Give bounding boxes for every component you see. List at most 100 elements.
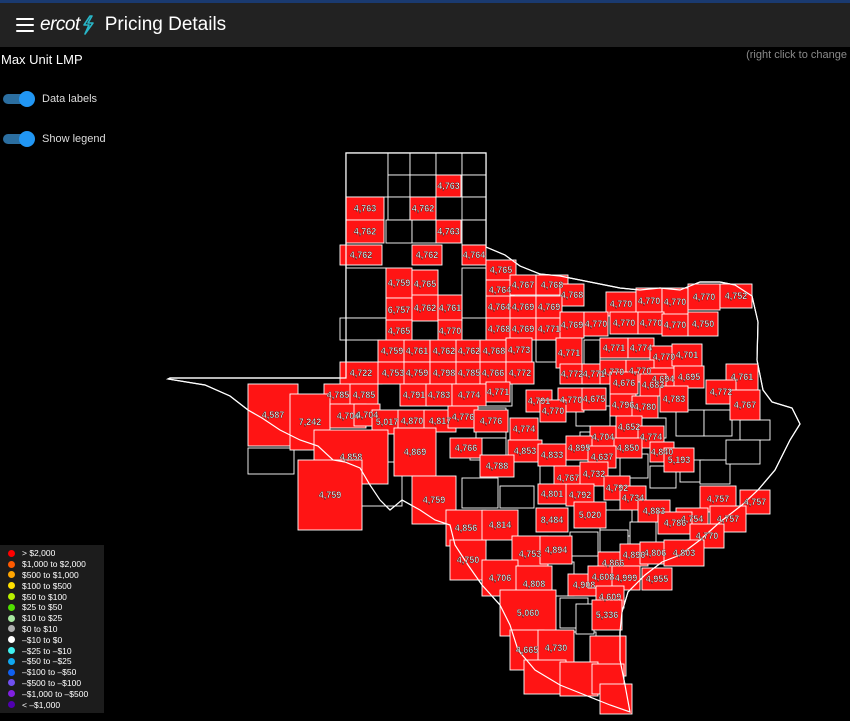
county-unpriced[interactable]: [411, 219, 437, 244]
county-price-label: 4,785: [353, 390, 376, 400]
county-unpriced[interactable]: [339, 317, 387, 341]
county-priced[interactable]: [437, 294, 463, 322]
county-unpriced[interactable]: [629, 521, 657, 545]
county-unpriced[interactable]: [569, 531, 599, 557]
county-priced[interactable]: [473, 409, 509, 433]
county-priced[interactable]: [641, 567, 673, 591]
county-priced[interactable]: [687, 311, 719, 337]
county-priced[interactable]: [659, 385, 689, 413]
county-priced[interactable]: [461, 244, 487, 266]
county-unpriced[interactable]: [461, 152, 487, 176]
county-priced[interactable]: [555, 337, 583, 369]
county-unpriced[interactable]: [385, 219, 413, 244]
county-priced[interactable]: [729, 389, 761, 421]
county-priced[interactable]: [523, 659, 567, 695]
county-unpriced[interactable]: [409, 174, 437, 198]
county-priced[interactable]: [411, 244, 443, 266]
county-priced[interactable]: [479, 454, 515, 478]
county-priced[interactable]: [449, 437, 483, 459]
county-unpriced[interactable]: [583, 339, 601, 365]
county-unpriced[interactable]: [535, 339, 557, 363]
county-priced[interactable]: [435, 219, 462, 244]
county-priced[interactable]: [481, 509, 519, 541]
logo-text: ercot: [40, 14, 80, 35]
county-priced[interactable]: [591, 599, 623, 631]
county-priced[interactable]: [339, 244, 383, 266]
county-priced[interactable]: [499, 589, 557, 637]
county-unpriced[interactable]: [725, 439, 761, 465]
data-labels-toggle[interactable]: [3, 91, 35, 107]
county-unpriced[interactable]: [575, 603, 595, 635]
county-price-label: 4,770: [602, 367, 625, 377]
county-unpriced[interactable]: [409, 152, 437, 176]
county-price-label: 4,761: [406, 346, 429, 356]
county-priced[interactable]: [599, 683, 633, 715]
legend-item: $1,000 to $2,000: [8, 559, 104, 570]
county-priced[interactable]: [409, 196, 437, 221]
county-price-label: 4,762: [433, 346, 456, 356]
county-unpriced[interactable]: [461, 174, 487, 198]
county-price-label: 4,833: [541, 450, 564, 460]
county-unpriced[interactable]: [675, 409, 705, 437]
county-unpriced[interactable]: [499, 485, 535, 509]
data-labels-toggle-row[interactable]: Data labels: [3, 91, 97, 107]
county-priced[interactable]: [579, 461, 609, 487]
county-priced[interactable]: [537, 483, 567, 505]
county-unpriced[interactable]: [345, 267, 387, 319]
county-priced[interactable]: [687, 283, 721, 311]
county-priced[interactable]: [485, 381, 511, 403]
county-priced[interactable]: [663, 539, 705, 567]
county-priced[interactable]: [559, 283, 585, 307]
county-unpriced[interactable]: [387, 196, 411, 221]
show-legend-toggle-row[interactable]: Show legend: [3, 131, 106, 147]
county-priced[interactable]: [435, 174, 462, 198]
county-unpriced[interactable]: [387, 174, 411, 198]
county-price-label: 4,769: [538, 302, 561, 312]
county-unpriced[interactable]: [461, 477, 499, 509]
county-price-label: 4,770: [664, 320, 687, 330]
county-price-label: 4,770: [653, 352, 676, 362]
hamburger-menu-icon[interactable]: [16, 18, 34, 32]
legend-item: > $2,000: [8, 548, 104, 559]
county-priced[interactable]: [535, 507, 569, 533]
county-priced[interactable]: [539, 535, 573, 565]
legend-item: $0 to $10: [8, 624, 104, 635]
county-priced[interactable]: [663, 447, 695, 473]
county-price-label: 4,759: [388, 278, 411, 288]
county-price-label: 4,770: [664, 297, 687, 307]
show-legend-toggle[interactable]: [3, 131, 35, 147]
county-unpriced[interactable]: [435, 152, 463, 176]
county-unpriced[interactable]: [703, 409, 733, 437]
county-unpriced[interactable]: [247, 447, 295, 475]
county-priced[interactable]: [583, 311, 609, 337]
county-price-label: 4,764: [463, 250, 486, 260]
county-priced[interactable]: [505, 337, 533, 363]
county-unpriced[interactable]: [739, 419, 771, 441]
county-priced[interactable]: [657, 511, 693, 535]
county-unpriced[interactable]: [461, 219, 487, 246]
county-priced[interactable]: [573, 501, 607, 529]
county-priced[interactable]: [411, 269, 439, 299]
county-priced[interactable]: [539, 399, 567, 423]
county-unpriced[interactable]: [345, 152, 389, 198]
county-priced[interactable]: [631, 395, 659, 419]
county-unpriced[interactable]: [461, 196, 487, 221]
county-price-label: 4,766: [455, 443, 478, 453]
county-unpriced[interactable]: [699, 459, 731, 485]
county-priced[interactable]: [505, 361, 535, 385]
county-priced[interactable]: [393, 427, 437, 477]
county-price-label: 4,840: [651, 447, 674, 457]
county-price-label: 4,772: [710, 387, 733, 397]
county-unpriced[interactable]: [387, 152, 411, 176]
county-priced[interactable]: [297, 459, 363, 531]
county-priced[interactable]: [635, 287, 663, 315]
county-price-label: 4,759: [406, 368, 429, 378]
county-unpriced[interactable]: [461, 267, 487, 319]
county-priced[interactable]: [581, 387, 607, 411]
legend-label: < –$1,000: [22, 699, 61, 710]
county-priced[interactable]: [673, 365, 705, 389]
county-price-label: 4,770: [610, 299, 633, 309]
county-priced[interactable]: [411, 294, 439, 322]
